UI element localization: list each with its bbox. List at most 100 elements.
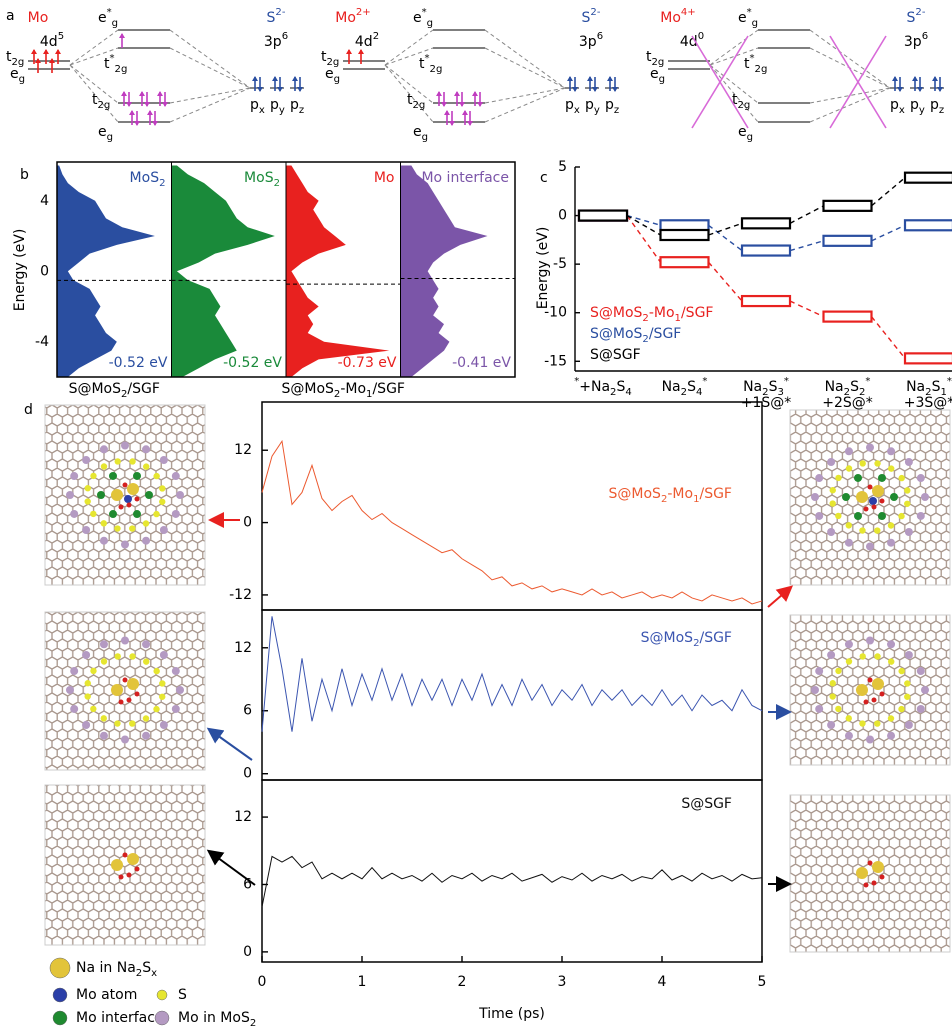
atom <box>845 732 853 740</box>
atom <box>887 732 895 740</box>
atom <box>869 497 877 505</box>
atom <box>124 495 132 503</box>
atom <box>82 721 90 729</box>
level-label: px <box>565 97 580 116</box>
ligand-label: S2- <box>907 7 926 26</box>
x-tick-label: 3 <box>558 974 567 990</box>
electron-head <box>441 102 447 107</box>
atom <box>172 667 180 675</box>
electron-head <box>477 102 483 107</box>
x-axis-label: Time (ps) <box>478 1006 545 1022</box>
atom <box>129 458 135 464</box>
atom <box>811 686 819 694</box>
atom <box>842 493 850 501</box>
series-label: MoS2 <box>130 170 166 189</box>
level-box <box>905 220 952 230</box>
correlation-line <box>485 30 565 88</box>
atom <box>830 487 836 493</box>
y-tick-label: -12 <box>229 587 252 603</box>
atom <box>176 686 184 694</box>
atom <box>121 637 129 645</box>
atom <box>905 528 913 536</box>
level-label: eg <box>98 124 113 143</box>
y-tick-label: -10 <box>544 305 567 321</box>
atom <box>888 658 894 664</box>
atom <box>123 678 128 683</box>
electron-head <box>912 76 918 81</box>
atom <box>846 465 852 471</box>
atom <box>127 698 132 703</box>
text-part: S@MoS <box>609 486 662 502</box>
atom <box>172 705 180 713</box>
level-box <box>661 257 709 267</box>
electron-head <box>567 76 573 81</box>
atom <box>815 705 823 713</box>
level-label: eg <box>738 124 753 143</box>
text-part: e <box>413 10 422 26</box>
legend-marker <box>53 1011 67 1025</box>
text-part: /SGF <box>699 630 732 646</box>
text-part: Na <box>662 379 681 395</box>
atom <box>119 505 124 510</box>
level-box <box>742 246 790 256</box>
x-tick-label: 5 <box>758 974 767 990</box>
text-part: 2 <box>159 178 165 189</box>
atom <box>917 667 925 675</box>
atom <box>160 526 168 534</box>
text-part: S <box>850 379 859 395</box>
text-part: g <box>19 74 25 85</box>
x-tick-label: 2 <box>458 974 467 990</box>
atom <box>830 680 836 686</box>
atom <box>85 485 91 491</box>
atom <box>815 512 823 520</box>
text-part: -Mo <box>649 305 675 321</box>
atom <box>827 651 835 659</box>
atom <box>846 715 852 721</box>
atom <box>830 500 836 506</box>
level-box <box>905 173 952 183</box>
text-part: e <box>650 66 659 82</box>
atom <box>872 698 877 703</box>
level-box <box>661 220 709 230</box>
electron-head <box>277 87 283 92</box>
atom <box>119 875 124 880</box>
text-part: S <box>769 379 778 395</box>
electron-head <box>462 110 468 115</box>
atom <box>100 640 108 648</box>
atom <box>846 522 852 528</box>
atom <box>874 527 880 533</box>
atom <box>868 678 873 683</box>
text-part: 4d <box>40 34 58 50</box>
text-part: /SGF <box>699 486 732 502</box>
text-part: g <box>752 18 758 29</box>
panel-label: d <box>24 402 33 418</box>
level-box <box>742 296 790 306</box>
atom <box>127 873 132 878</box>
electron-head <box>592 87 598 92</box>
series-label: S@SGF <box>681 796 732 812</box>
atom <box>82 651 90 659</box>
electron-head <box>612 87 618 92</box>
atom <box>845 447 853 455</box>
atom <box>159 499 165 505</box>
text-part: p <box>270 97 279 113</box>
atom <box>868 485 873 490</box>
text-part: +Na <box>579 379 610 395</box>
series-label: MoS2 <box>244 170 280 189</box>
electron-head <box>126 102 132 107</box>
atom <box>176 491 184 499</box>
atom <box>111 489 123 501</box>
text-part: y <box>919 105 925 116</box>
atom <box>856 867 868 879</box>
atom <box>115 458 121 464</box>
atom <box>835 475 841 481</box>
text-part: p <box>605 97 614 113</box>
text-part: 2- <box>915 7 925 18</box>
atom <box>921 686 929 694</box>
text-part: * <box>425 53 430 64</box>
dos-area <box>172 166 275 377</box>
atom <box>82 526 90 534</box>
level-label: t2g <box>407 92 425 111</box>
electron-head <box>346 49 352 54</box>
atom <box>878 474 886 482</box>
